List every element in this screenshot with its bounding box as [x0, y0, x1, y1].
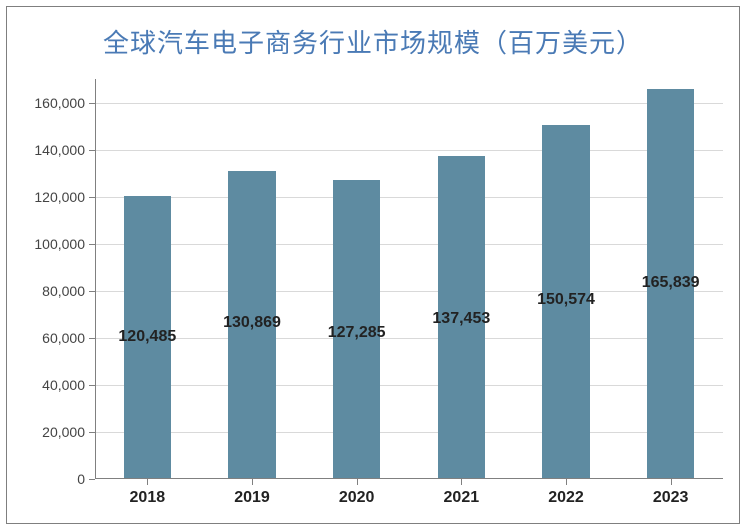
x-tick-label: 2021	[444, 489, 480, 507]
data-label: 120,485	[118, 328, 176, 346]
gridline	[95, 338, 723, 339]
x-tick-label: 2020	[339, 489, 375, 507]
gridline	[95, 244, 723, 245]
x-tick-mark	[461, 479, 462, 485]
y-axis	[95, 79, 96, 479]
x-tick-label: 2023	[653, 489, 689, 507]
x-tick-label: 2018	[130, 489, 166, 507]
x-tick-mark	[357, 479, 358, 485]
plot-area: 020,00040,00060,00080,000100,000120,0001…	[95, 79, 723, 479]
data-label: 127,285	[328, 324, 386, 342]
chart-frame: 全球汽车电子商务行业市场规模（百万美元） 020,00040,00060,000…	[6, 6, 740, 524]
data-label: 150,574	[537, 291, 595, 309]
gridline	[95, 150, 723, 151]
gridline	[95, 385, 723, 386]
y-tick-label: 0	[15, 471, 85, 487]
y-tick-mark	[89, 479, 95, 480]
x-axis	[95, 478, 723, 479]
data-label: 137,453	[432, 310, 490, 328]
y-tick-label: 120,000	[15, 189, 85, 205]
y-tick-label: 160,000	[15, 95, 85, 111]
x-tick-mark	[566, 479, 567, 485]
chart-title: 全球汽车电子商务行业市场规模（百万美元）	[7, 23, 739, 60]
y-tick-label: 100,000	[15, 236, 85, 252]
chart-container: 全球汽车电子商务行业市场规模（百万美元） 020,00040,00060,000…	[0, 0, 746, 530]
gridline	[95, 291, 723, 292]
y-tick-label: 40,000	[15, 377, 85, 393]
gridline	[95, 432, 723, 433]
data-label: 130,869	[223, 314, 281, 332]
x-tick-label: 2019	[234, 489, 270, 507]
y-tick-label: 60,000	[15, 330, 85, 346]
y-tick-label: 20,000	[15, 424, 85, 440]
data-label: 165,839	[642, 274, 700, 292]
y-tick-label: 80,000	[15, 283, 85, 299]
x-tick-label: 2022	[548, 489, 584, 507]
x-tick-mark	[252, 479, 253, 485]
x-tick-mark	[671, 479, 672, 485]
gridline	[95, 103, 723, 104]
gridline	[95, 197, 723, 198]
x-tick-mark	[147, 479, 148, 485]
y-tick-label: 140,000	[15, 142, 85, 158]
